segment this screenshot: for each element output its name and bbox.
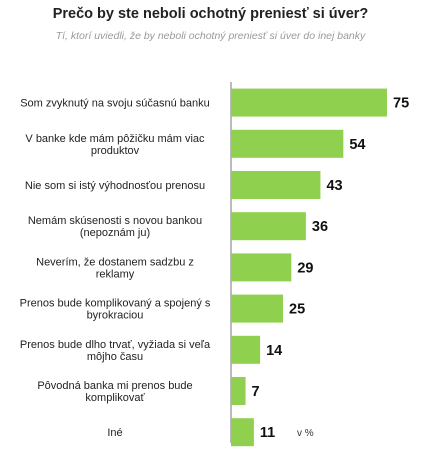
category-label: Nemám skúsenosti s novou bankou (nepoznám… (28, 215, 202, 239)
category-label: Nie som si istý výhodnosťou prenosu (25, 180, 205, 192)
chart-subtitle: Tí, ktorí uviedli, že by neboli ochotný … (55, 30, 366, 42)
value-label: 75 (393, 96, 409, 112)
category-label: Som zvyknutý na svoju súčasnú banku (20, 98, 210, 110)
value-label: 36 (312, 219, 328, 235)
bar (231, 212, 306, 241)
value-label: 43 (326, 178, 342, 194)
bar (231, 129, 344, 158)
value-label: 29 (297, 260, 313, 276)
bar (231, 335, 261, 364)
category-label: Prenos bude dlho trvať, vyžiada si veľa m… (20, 339, 211, 363)
value-label: 25 (289, 302, 305, 318)
category-label: Neverím, že dostanem sadzbu z reklamy (36, 256, 194, 280)
value-label: 14 (266, 343, 282, 359)
value-label: 54 (349, 137, 365, 153)
category-label: Pôvodná banka mi prenos bude komplikovať (37, 380, 192, 404)
bar (231, 171, 321, 199)
bar (231, 88, 387, 117)
bar (231, 294, 283, 323)
category-label: Prenos bude komplikovaný a spojený s byro… (20, 298, 211, 322)
category-label: Iné (107, 427, 122, 439)
value-label: 11 (260, 425, 275, 441)
bar (231, 418, 254, 447)
bar (231, 253, 292, 282)
value-label: 7 (252, 384, 260, 400)
unit-label: v % (297, 428, 314, 439)
bar (231, 377, 246, 405)
chart-title: Prečo by ste neboli ochotný preniesť si … (52, 6, 369, 22)
category-label: V banke kde mám pôžičku mám viac produkto… (25, 133, 205, 157)
